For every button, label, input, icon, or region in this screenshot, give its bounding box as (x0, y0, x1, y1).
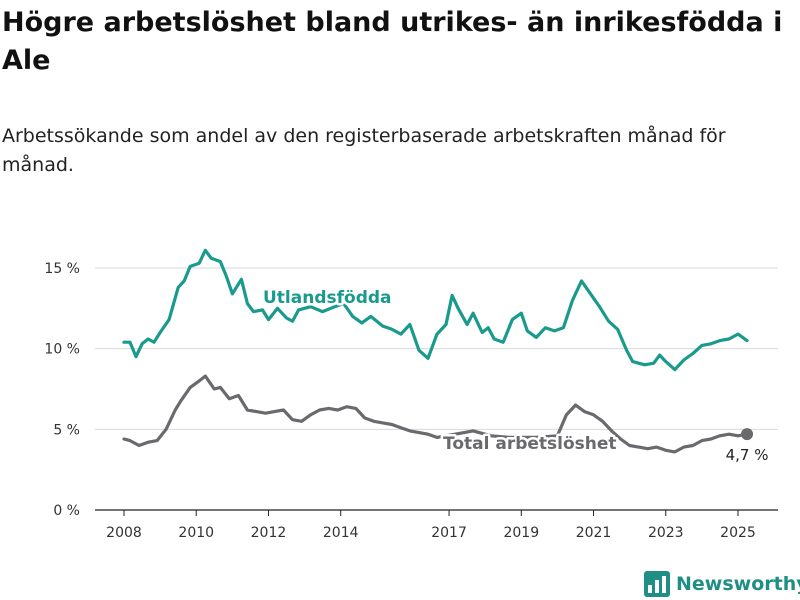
y-tick-label: 5 % (53, 422, 80, 438)
series-line-utlandsfodda (122, 248, 749, 372)
x-tick-label: 2021 (576, 525, 612, 541)
newsworthy-brand[interactable]: Newsworthy (644, 569, 800, 599)
chart-title: Högre arbetslöshet bland utrikes- än inr… (2, 7, 783, 76)
axes: 0 % 5 % 10 % 15 % 2008 2010 2012 2014 2017 2019 20… (44, 261, 778, 541)
x-tick-label: 2025 (720, 525, 756, 541)
x-tick-label: 2014 (323, 525, 359, 541)
x-tick-label: 2019 (503, 525, 539, 541)
chart-subtitle: Arbetssökande som andel av den registerb… (2, 125, 726, 176)
x-tick-label: 2023 (648, 525, 684, 541)
x-tick-label: 2010 (178, 525, 214, 541)
y-tick-label: 15 % (44, 261, 80, 277)
series-label-total: Total arbetslöshet (443, 434, 617, 454)
brand-name: Newsworthy (676, 573, 800, 595)
bar-chart-logo-icon (644, 571, 670, 597)
y-tick-label: 0 % (53, 503, 80, 519)
series-lines (122, 248, 749, 454)
x-tick-label: 2008 (106, 525, 142, 541)
series-label-utlandsfodda: Utlandsfödda (263, 288, 392, 308)
x-tick-label: 2017 (431, 525, 467, 541)
x-tick-label: 2012 (251, 525, 287, 541)
series-labels: Utlandsfödda Total arbetslöshet 4,7 % (261, 286, 769, 465)
gridlines (95, 267, 778, 430)
end-point-marker (741, 428, 754, 441)
end-value-label: 4,7 % (726, 446, 769, 464)
series-line-total (122, 374, 749, 454)
y-tick-label: 10 % (44, 342, 80, 358)
